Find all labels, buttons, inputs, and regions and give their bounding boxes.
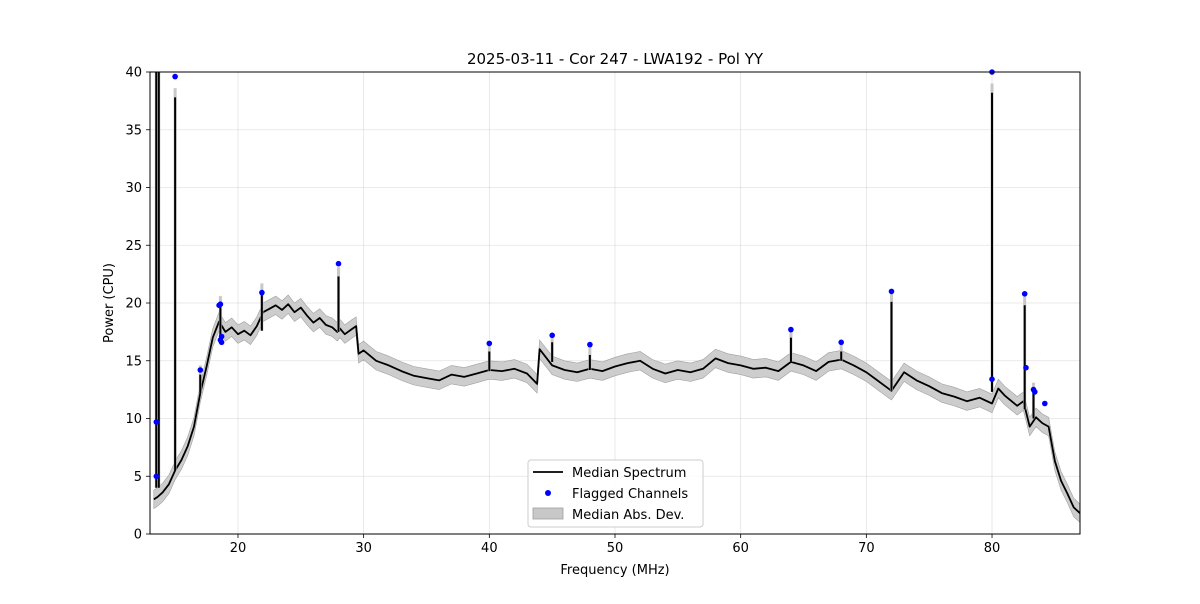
flagged-channel-point	[1042, 400, 1048, 407]
y-axis-title: Power (CPU)	[102, 263, 117, 343]
flagged-channel-point	[197, 367, 204, 373]
median-spectrum-line	[153, 303, 1081, 514]
legend-flagged-label: Flagged Channels	[572, 487, 688, 502]
x-tick-label: 40	[481, 541, 498, 556]
flagged-points-layer	[153, 69, 1048, 480]
flagged-channel-point	[989, 376, 995, 383]
y-tick-label: 40	[125, 66, 142, 81]
flagged-channel-point	[587, 341, 593, 348]
flagged-channel-point	[838, 339, 844, 346]
legend-mad-swatch	[532, 507, 564, 520]
flagged-channel-point	[218, 339, 225, 346]
flagged-channel-point	[335, 260, 342, 267]
flagged-channel-point	[549, 332, 555, 339]
flagged-channel-point	[217, 301, 224, 308]
y-tick-label: 35	[125, 123, 142, 138]
flagged-channel-point	[1023, 364, 1029, 371]
flagged-channel-point	[788, 326, 794, 333]
flagged-channel-point	[153, 419, 160, 425]
legend: Median Spectrum Flagged Channels Median …	[527, 459, 704, 528]
flagged-channel-point	[1032, 389, 1038, 395]
flagged-channel-point	[1021, 291, 1028, 297]
y-tick-label: 10	[125, 412, 142, 427]
x-tick-label: 50	[607, 541, 624, 556]
x-tick-label: 60	[732, 541, 749, 556]
legend-box	[527, 459, 704, 528]
x-tick-label: 80	[984, 541, 1001, 556]
y-tick-label: 20	[125, 297, 142, 312]
x-tick-label: 30	[355, 541, 372, 556]
flagged-channel-point	[153, 473, 160, 480]
flagged-channel-point	[172, 73, 178, 80]
flagged-channel-point	[259, 289, 265, 296]
y-tick-label: 15	[125, 354, 142, 369]
legend-median-label: Median Spectrum	[572, 466, 686, 481]
flagged-channel-point	[218, 333, 225, 340]
y-tick-label: 30	[125, 181, 142, 196]
y-tick-label: 5	[134, 470, 142, 485]
y-tick-label: 25	[125, 239, 142, 254]
legend-mad-label: Median Abs. Dev.	[572, 508, 684, 523]
chart-title: 2025-03-11 - Cor 247 - LWA192 - Pol YY	[467, 50, 764, 68]
tick-layer: 20 30 40 50 60 70 80 0 5 10 15 20 25 30 35 40	[125, 66, 1000, 557]
x-tick-label: 20	[230, 541, 247, 556]
y-tick-label: 0	[134, 528, 142, 543]
legend-flagged-swatch	[545, 490, 551, 496]
x-axis-title: Frequency (MHz)	[560, 563, 669, 578]
flagged-channel-point	[486, 340, 493, 347]
flagged-channel-point	[888, 288, 895, 295]
x-tick-label: 70	[858, 541, 875, 556]
